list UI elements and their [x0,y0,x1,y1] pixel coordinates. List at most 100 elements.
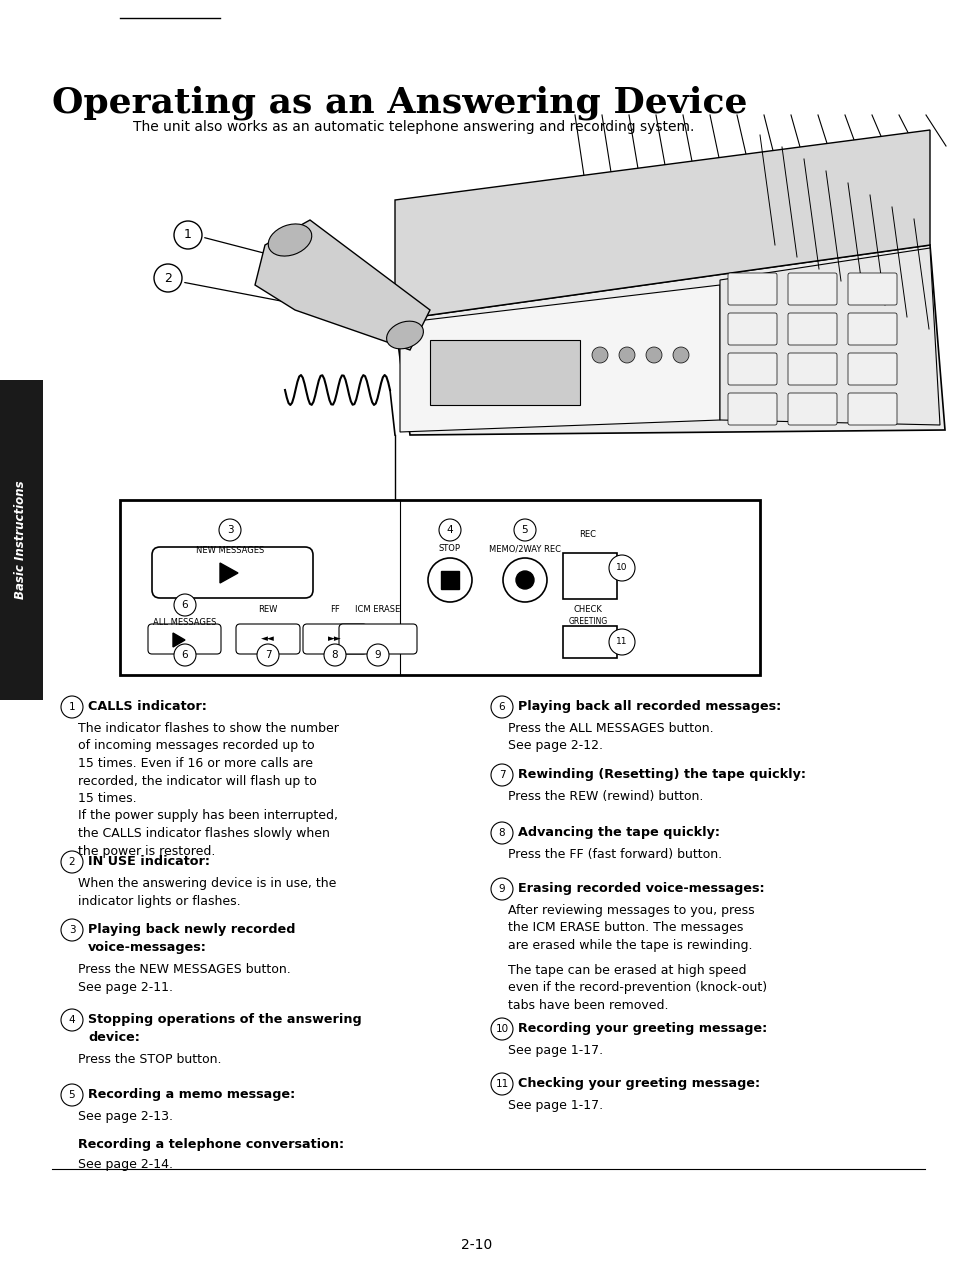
Text: ICM ERASE: ICM ERASE [355,605,400,614]
Text: Press the FF (fast forward) button.: Press the FF (fast forward) button. [507,848,721,861]
Bar [0,381,43,700]
Circle shape [491,696,513,718]
Polygon shape [399,285,720,432]
FancyBboxPatch shape [235,624,299,654]
Circle shape [672,347,688,363]
Text: Recording a memo message:: Recording a memo message: [88,1088,294,1101]
Text: 8: 8 [498,827,505,838]
Text: Advancing the tape quickly:: Advancing the tape quickly: [517,826,720,839]
Text: 4: 4 [446,525,453,535]
Circle shape [491,1073,513,1094]
FancyBboxPatch shape [303,624,367,654]
FancyBboxPatch shape [152,547,313,598]
FancyBboxPatch shape [727,273,776,305]
Circle shape [516,571,534,589]
Text: CALLS indicator:: CALLS indicator: [88,700,207,713]
Text: Rewinding (Resetting) the tape quickly:: Rewinding (Resetting) the tape quickly: [517,767,805,782]
Bar [440,571,458,589]
Text: 3: 3 [69,925,75,935]
Circle shape [173,644,195,667]
Text: 4: 4 [69,1015,75,1025]
Text: REW: REW [258,605,277,614]
Polygon shape [172,633,185,647]
FancyBboxPatch shape [148,624,221,654]
Text: GREETING: GREETING [568,617,607,626]
FancyBboxPatch shape [727,352,776,384]
Text: REC: REC [578,530,596,539]
Text: 9: 9 [498,884,505,894]
Text: The indicator flashes to show the number
of incoming messages recorded up to
15 : The indicator flashes to show the number… [78,722,338,857]
Polygon shape [720,248,939,425]
Circle shape [491,879,513,900]
FancyBboxPatch shape [727,313,776,345]
Text: STOP: STOP [438,544,460,553]
Circle shape [502,558,546,601]
FancyBboxPatch shape [847,273,896,305]
Text: Press the STOP button.: Press the STOP button. [78,1054,221,1066]
FancyBboxPatch shape [787,393,836,425]
Text: 2-10: 2-10 [461,1237,492,1251]
Circle shape [491,764,513,787]
Text: 10: 10 [616,563,627,572]
Bar [430,340,579,405]
Text: MEMO/2WAY REC: MEMO/2WAY REC [489,544,560,553]
Circle shape [219,518,241,541]
Text: ◄◄: ◄◄ [261,635,274,644]
Text: 6: 6 [181,600,188,610]
Text: 2: 2 [69,857,75,867]
Text: 3: 3 [227,525,233,535]
Text: 8: 8 [332,650,338,660]
Text: voice-messages:: voice-messages: [88,941,207,954]
FancyBboxPatch shape [847,393,896,425]
Text: 2: 2 [164,272,172,285]
FancyBboxPatch shape [787,273,836,305]
Circle shape [61,1009,83,1031]
Text: 7: 7 [498,770,505,780]
Circle shape [428,558,472,601]
Text: 1: 1 [184,229,192,241]
FancyBboxPatch shape [847,352,896,384]
Circle shape [514,518,536,541]
FancyBboxPatch shape [562,553,617,599]
Text: Basic Instructions: Basic Instructions [14,480,28,599]
Bar [120,501,760,676]
Circle shape [608,630,635,655]
Text: Operating as an Answering Device: Operating as an Answering Device [52,86,747,120]
Text: 6: 6 [498,702,505,713]
Text: 5: 5 [521,525,528,535]
Text: Press the REW (rewind) button.: Press the REW (rewind) button. [507,790,702,803]
Circle shape [438,518,460,541]
Text: 10: 10 [495,1024,508,1034]
Text: 9: 9 [375,650,381,660]
Polygon shape [220,563,237,584]
Circle shape [61,919,83,941]
Text: CHECK: CHECK [573,605,601,614]
Polygon shape [254,220,430,350]
Text: ALL MESSAGES: ALL MESSAGES [153,618,216,627]
Circle shape [491,822,513,844]
Text: See page 2-13.: See page 2-13. [78,1110,172,1122]
FancyBboxPatch shape [727,393,776,425]
Text: 5: 5 [69,1091,75,1099]
Polygon shape [395,245,944,435]
FancyBboxPatch shape [562,626,617,658]
Text: Recording a telephone conversation:: Recording a telephone conversation: [78,1138,344,1151]
Text: See page 1-17.: See page 1-17. [507,1045,602,1057]
Text: 11: 11 [495,1079,508,1089]
FancyBboxPatch shape [787,352,836,384]
Circle shape [61,696,83,718]
Text: device:: device: [88,1031,140,1045]
Text: FF: FF [330,605,339,614]
Text: 6: 6 [181,650,188,660]
Text: Press the ALL MESSAGES button.
See page 2-12.: Press the ALL MESSAGES button. See page … [507,722,713,752]
Ellipse shape [268,223,312,257]
Text: NEW MESSAGES: NEW MESSAGES [195,547,264,555]
Circle shape [324,644,346,667]
Circle shape [153,264,182,292]
Circle shape [173,221,202,249]
Text: 1: 1 [69,702,75,713]
Text: See page 1-17.: See page 1-17. [507,1099,602,1112]
Text: See page 2-14.: See page 2-14. [78,1158,172,1171]
Text: When the answering device is in use, the
indicator lights or flashes.: When the answering device is in use, the… [78,877,336,908]
Text: 11: 11 [616,637,627,646]
